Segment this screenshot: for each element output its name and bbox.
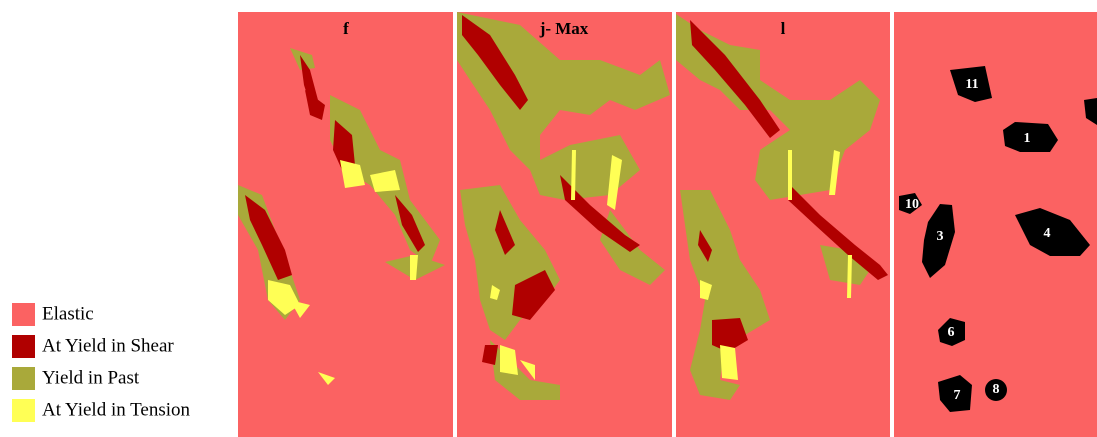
zone-label: 1 xyxy=(1024,131,1031,146)
legend: Elastic At Yield in Shear Yield in Past … xyxy=(12,303,191,422)
region xyxy=(1003,122,1058,152)
zone xyxy=(462,15,640,365)
zone xyxy=(700,150,852,380)
legend-label: Yield in Past xyxy=(42,367,140,388)
region xyxy=(985,379,1007,401)
legend-swatch xyxy=(12,399,35,422)
legend-swatch xyxy=(12,335,35,358)
zone-label: 3 xyxy=(937,229,944,244)
zone-label: 11 xyxy=(965,77,978,92)
zone-label: 8 xyxy=(993,382,1000,397)
region xyxy=(1015,208,1090,256)
zone-label: 4 xyxy=(1044,226,1051,241)
panel-title: j- Max xyxy=(539,19,589,38)
region xyxy=(938,318,965,346)
legend-swatch xyxy=(12,303,35,326)
region xyxy=(899,193,922,214)
legend-label: At Yield in Shear xyxy=(42,335,174,356)
panel-title: l xyxy=(781,19,786,38)
zone xyxy=(490,150,622,380)
zone xyxy=(238,48,445,320)
region xyxy=(1084,98,1097,125)
zone xyxy=(676,14,880,400)
region xyxy=(938,375,972,412)
zone xyxy=(690,20,888,352)
region xyxy=(950,66,992,102)
legend-label: At Yield in Tension xyxy=(42,399,191,420)
zone-label: 7 xyxy=(954,388,961,403)
zone-label: 6 xyxy=(948,325,955,340)
region-group xyxy=(899,66,1097,412)
panel-title: f xyxy=(343,19,349,38)
zone-label: 10 xyxy=(905,197,919,212)
legend-label: Elastic xyxy=(42,303,94,324)
zone xyxy=(457,12,670,400)
legend-swatch xyxy=(12,367,35,390)
region xyxy=(922,204,955,278)
